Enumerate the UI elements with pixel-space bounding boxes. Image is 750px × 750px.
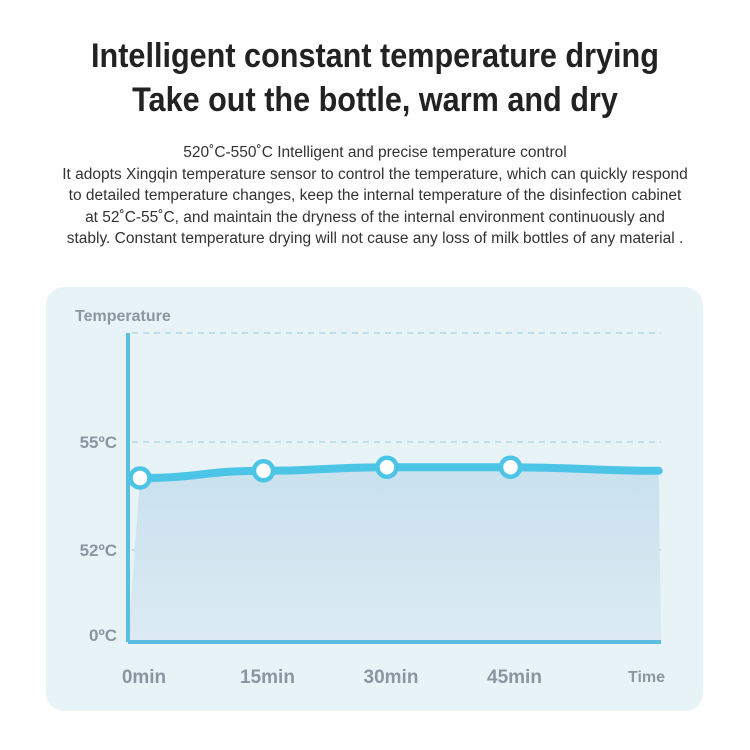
data-point	[128, 466, 152, 490]
area-fill	[128, 467, 661, 642]
y-tick-label: 0ºC	[89, 626, 117, 645]
x-tick-label: 45min	[487, 667, 542, 688]
headline-line-1: Intelligent constant temperature drying	[91, 37, 659, 75]
data-point	[375, 455, 399, 479]
data-point	[251, 459, 276, 483]
description-line-4: at 52˚C-55˚C, and maintain the dryness o…	[85, 208, 665, 226]
description-line-2: It adopts Xingqin temperature sensor to …	[62, 165, 688, 183]
x-tick-label: 15min	[240, 667, 295, 688]
description-line-1: 520˚C-550˚C Intelligent and precise temp…	[183, 144, 567, 161]
headline-line-2: Take out the bottle, warm and dry	[132, 81, 618, 119]
x-tick-label: 0min	[122, 667, 166, 688]
y-tick-label: 52ºC	[80, 541, 117, 560]
x-axis-title: Time	[628, 669, 665, 686]
x-tick-label: 30min	[364, 667, 419, 688]
y-axis-title: Temperature	[75, 308, 171, 325]
y-tick-label: 55ºC	[80, 433, 117, 452]
description-line-3: to detailed temperature changes, keep th…	[68, 187, 682, 204]
description-line-5: stably. Constant temperature drying will…	[66, 230, 684, 247]
data-point	[498, 455, 523, 479]
